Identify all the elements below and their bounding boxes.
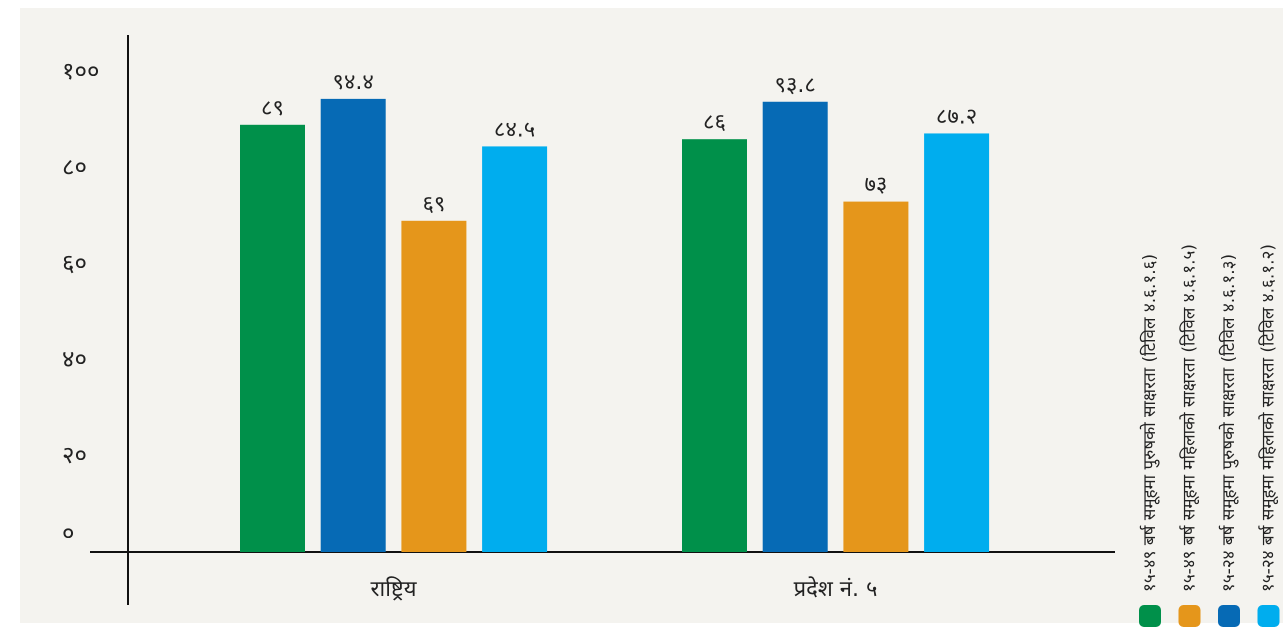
legend-swatch bbox=[1257, 605, 1280, 627]
legend-label: १५-२४ बर्ष समूहमा पुरुषको साक्षरता (टिवि… bbox=[1218, 254, 1239, 592]
background bbox=[20, 8, 1283, 623]
value-label: ८७.२ bbox=[936, 104, 977, 129]
y-tick-label: ८० bbox=[62, 153, 87, 181]
value-label: ९३.८ bbox=[775, 73, 816, 98]
value-label: ९४.४ bbox=[333, 70, 374, 95]
legend-label: १५-४९ बर्ष समूहमा महिलाको साक्षरता (टिवि… bbox=[1179, 244, 1200, 592]
value-label: ६९ bbox=[422, 192, 445, 217]
legend-swatch bbox=[1139, 605, 1161, 627]
value-label: ८४.५ bbox=[494, 117, 535, 142]
y-tick-label: ४० bbox=[62, 345, 87, 373]
legend-label: १५-२४ बर्ष समूहमा महिलाको साक्षरता (टिवि… bbox=[1258, 244, 1279, 592]
y-tick-label: ० bbox=[62, 519, 74, 547]
value-label: ७३ bbox=[864, 173, 887, 198]
legend-label: १५-४९ बर्ष समूहमा पुरुषको साक्षरता (टिवि… bbox=[1139, 254, 1160, 592]
x-tick-label: प्रदेश नं. ५ bbox=[794, 576, 878, 602]
bar bbox=[843, 201, 909, 552]
bar bbox=[482, 146, 548, 552]
y-tick-label: १०० bbox=[62, 57, 99, 85]
x-tick-label: राष्ट्रिय bbox=[371, 576, 418, 602]
bar bbox=[762, 101, 828, 552]
bar bbox=[240, 124, 305, 553]
value-label: ८६ bbox=[703, 110, 726, 135]
y-tick-label: २० bbox=[62, 441, 87, 469]
bar bbox=[401, 220, 467, 553]
bar bbox=[682, 139, 747, 552]
y-tick-label: ६० bbox=[62, 249, 87, 277]
value-label: ८९ bbox=[261, 96, 284, 121]
legend-swatch bbox=[1178, 605, 1201, 627]
bar bbox=[924, 133, 990, 552]
bar bbox=[320, 98, 386, 552]
legend-swatch bbox=[1218, 605, 1240, 627]
